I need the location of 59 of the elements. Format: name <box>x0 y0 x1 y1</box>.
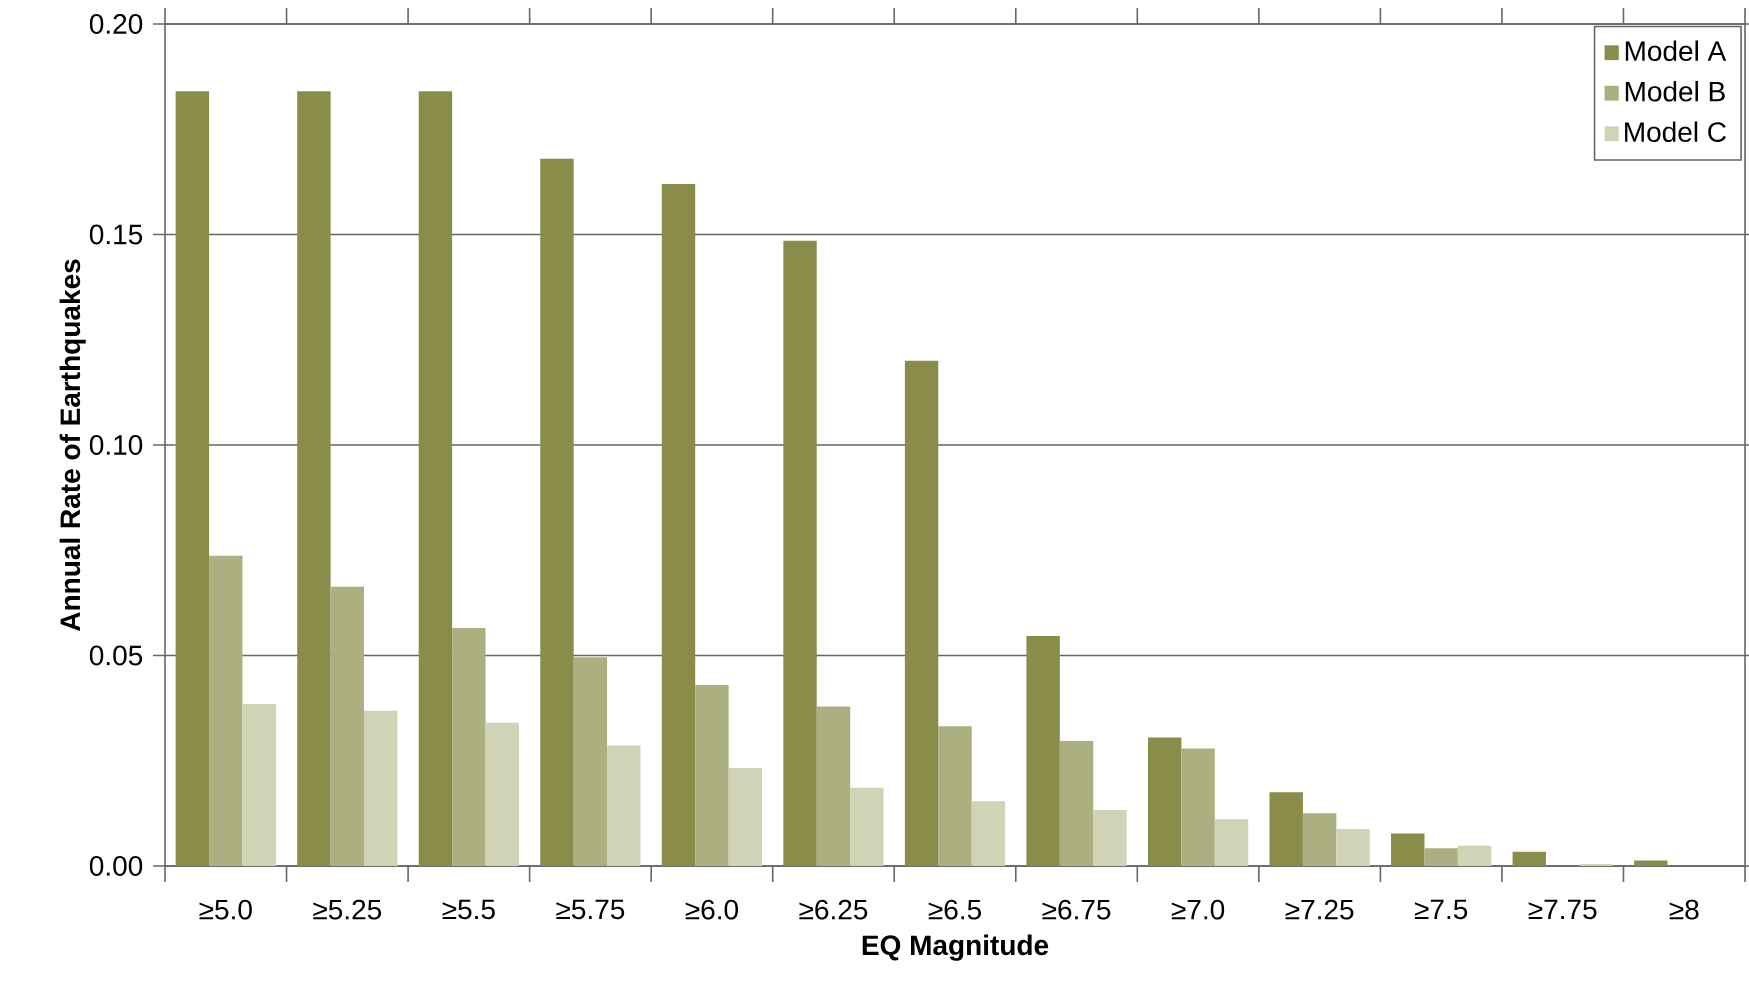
bar <box>850 787 884 866</box>
bar <box>695 684 729 866</box>
bar <box>661 183 696 866</box>
x-tick-label: ≥5.0 <box>199 899 252 920</box>
bar <box>1424 848 1458 866</box>
bar <box>452 628 486 866</box>
x-tick-label: ≥7.5 <box>1414 899 1468 920</box>
x-tick-label: ≥8 <box>1669 899 1699 920</box>
y-tick-label: 0.20 <box>89 14 143 34</box>
y-tick-label: 0.15 <box>89 224 143 245</box>
x-tick-label: ≥7.0 <box>1171 899 1225 920</box>
bar <box>209 555 243 866</box>
y-tick-label: 0.00 <box>89 856 143 876</box>
bar <box>1512 851 1546 866</box>
bar <box>1147 737 1182 866</box>
bar <box>1634 860 1668 866</box>
bar <box>1214 819 1249 866</box>
bar <box>971 801 1006 866</box>
bar <box>330 586 365 866</box>
bar <box>938 726 972 866</box>
bar <box>1302 813 1337 866</box>
bar <box>1093 809 1127 866</box>
bar <box>904 360 939 866</box>
x-tick-label: ≥6.25 <box>799 899 868 920</box>
bar <box>1059 740 1094 866</box>
legend-label: Model C <box>1625 121 1726 143</box>
bar <box>1181 748 1215 866</box>
bar <box>485 722 519 866</box>
bar <box>1391 833 1425 866</box>
bar <box>175 91 210 866</box>
bar <box>540 158 574 866</box>
x-tick-label: ≥7.25 <box>1285 899 1354 920</box>
bar <box>728 767 763 866</box>
y-tick-label: 0.10 <box>89 435 143 455</box>
x-tick-label: ≥6.0 <box>685 899 738 920</box>
legend-label: Model B <box>1625 80 1725 102</box>
bar <box>1579 863 1613 866</box>
x-tick-label: ≥5.25 <box>313 899 382 920</box>
bar <box>607 745 641 866</box>
bar <box>816 706 851 866</box>
x-tick-label: ≥6.75 <box>1042 899 1111 920</box>
x-tick-label: ≥7.75 <box>1528 899 1597 920</box>
bar <box>418 91 453 866</box>
bar <box>1336 828 1370 866</box>
bar <box>1026 636 1060 866</box>
bar <box>364 710 398 866</box>
bar <box>573 657 608 866</box>
bar <box>242 703 276 866</box>
x-tick-label: ≥5.5 <box>442 899 495 920</box>
legend-label: Model A <box>1625 40 1727 62</box>
y-tick-label: 0.05 <box>89 645 143 666</box>
bar <box>1269 792 1303 866</box>
bar <box>783 240 817 866</box>
x-tick-label: ≥6.5 <box>928 899 981 920</box>
y-axis-title: Annual Rate of Earthquakes <box>59 259 86 631</box>
bar <box>297 91 331 866</box>
x-axis-title: EQ Magnitude <box>862 934 1049 961</box>
x-tick-label: ≥5.75 <box>556 899 625 920</box>
bar <box>1457 845 1492 866</box>
